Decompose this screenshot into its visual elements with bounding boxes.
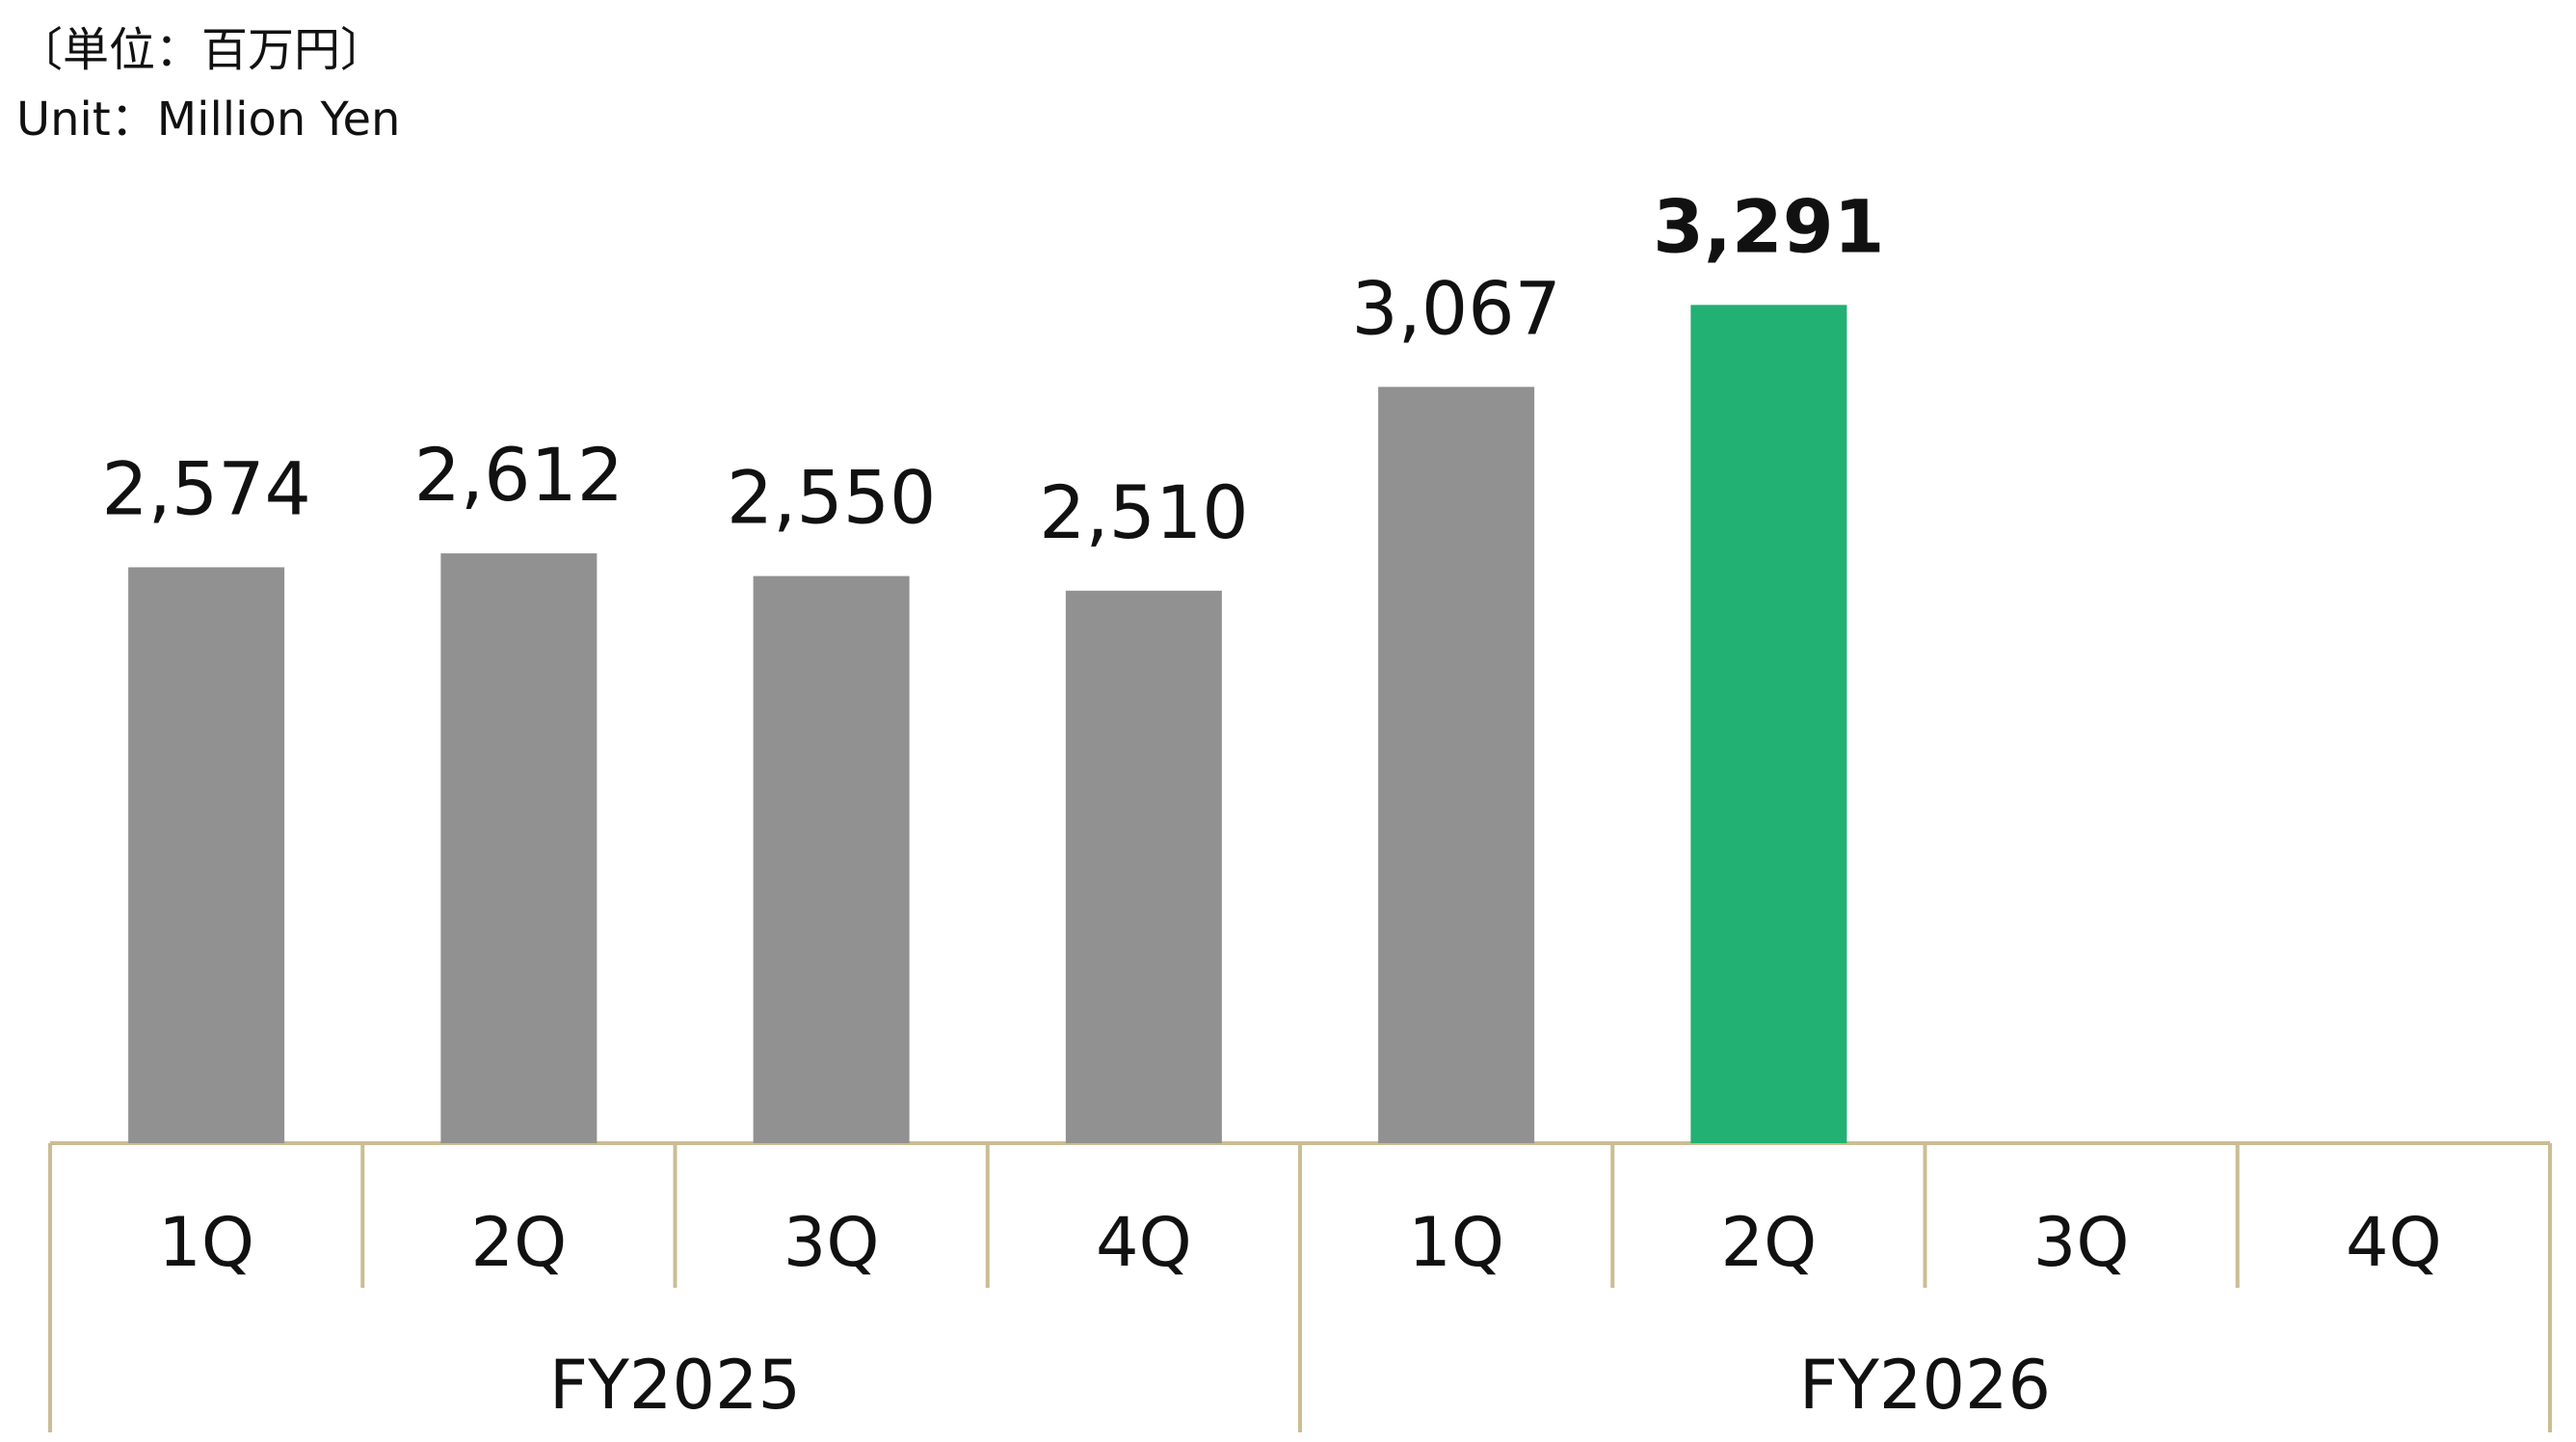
unit-label: Unit：Million Yen [16,93,400,147]
x-tick-label: 4Q [1096,1203,1192,1282]
value-label: 2,574 [101,445,311,531]
value-label: 2,510 [1039,469,1249,555]
x-tick-label: 2Q [471,1203,568,1282]
bar [1065,590,1222,1143]
value-label: 2,612 [414,432,624,518]
x-tick-label: 4Q [2346,1203,2442,1282]
group-label: FY2026 [1799,1346,2051,1425]
bar [1378,387,1535,1143]
value-label: 3,067 [1351,265,1561,351]
bar [1690,305,1847,1143]
x-tick-label: 3Q [783,1203,880,1282]
group-label: FY2025 [549,1346,801,1425]
value-label: 3,291 [1653,183,1884,269]
x-tick-label: 3Q [2033,1203,2130,1282]
bar [128,567,285,1143]
value-label: 2,550 [727,455,937,541]
x-tick-label: 2Q [1721,1203,1818,1282]
bar [753,575,910,1143]
unit-label: 〔単位：百万円〕 [16,23,386,77]
x-tick-label: 1Q [1408,1203,1504,1282]
x-tick-label: 1Q [158,1203,254,1282]
bar [440,553,598,1143]
